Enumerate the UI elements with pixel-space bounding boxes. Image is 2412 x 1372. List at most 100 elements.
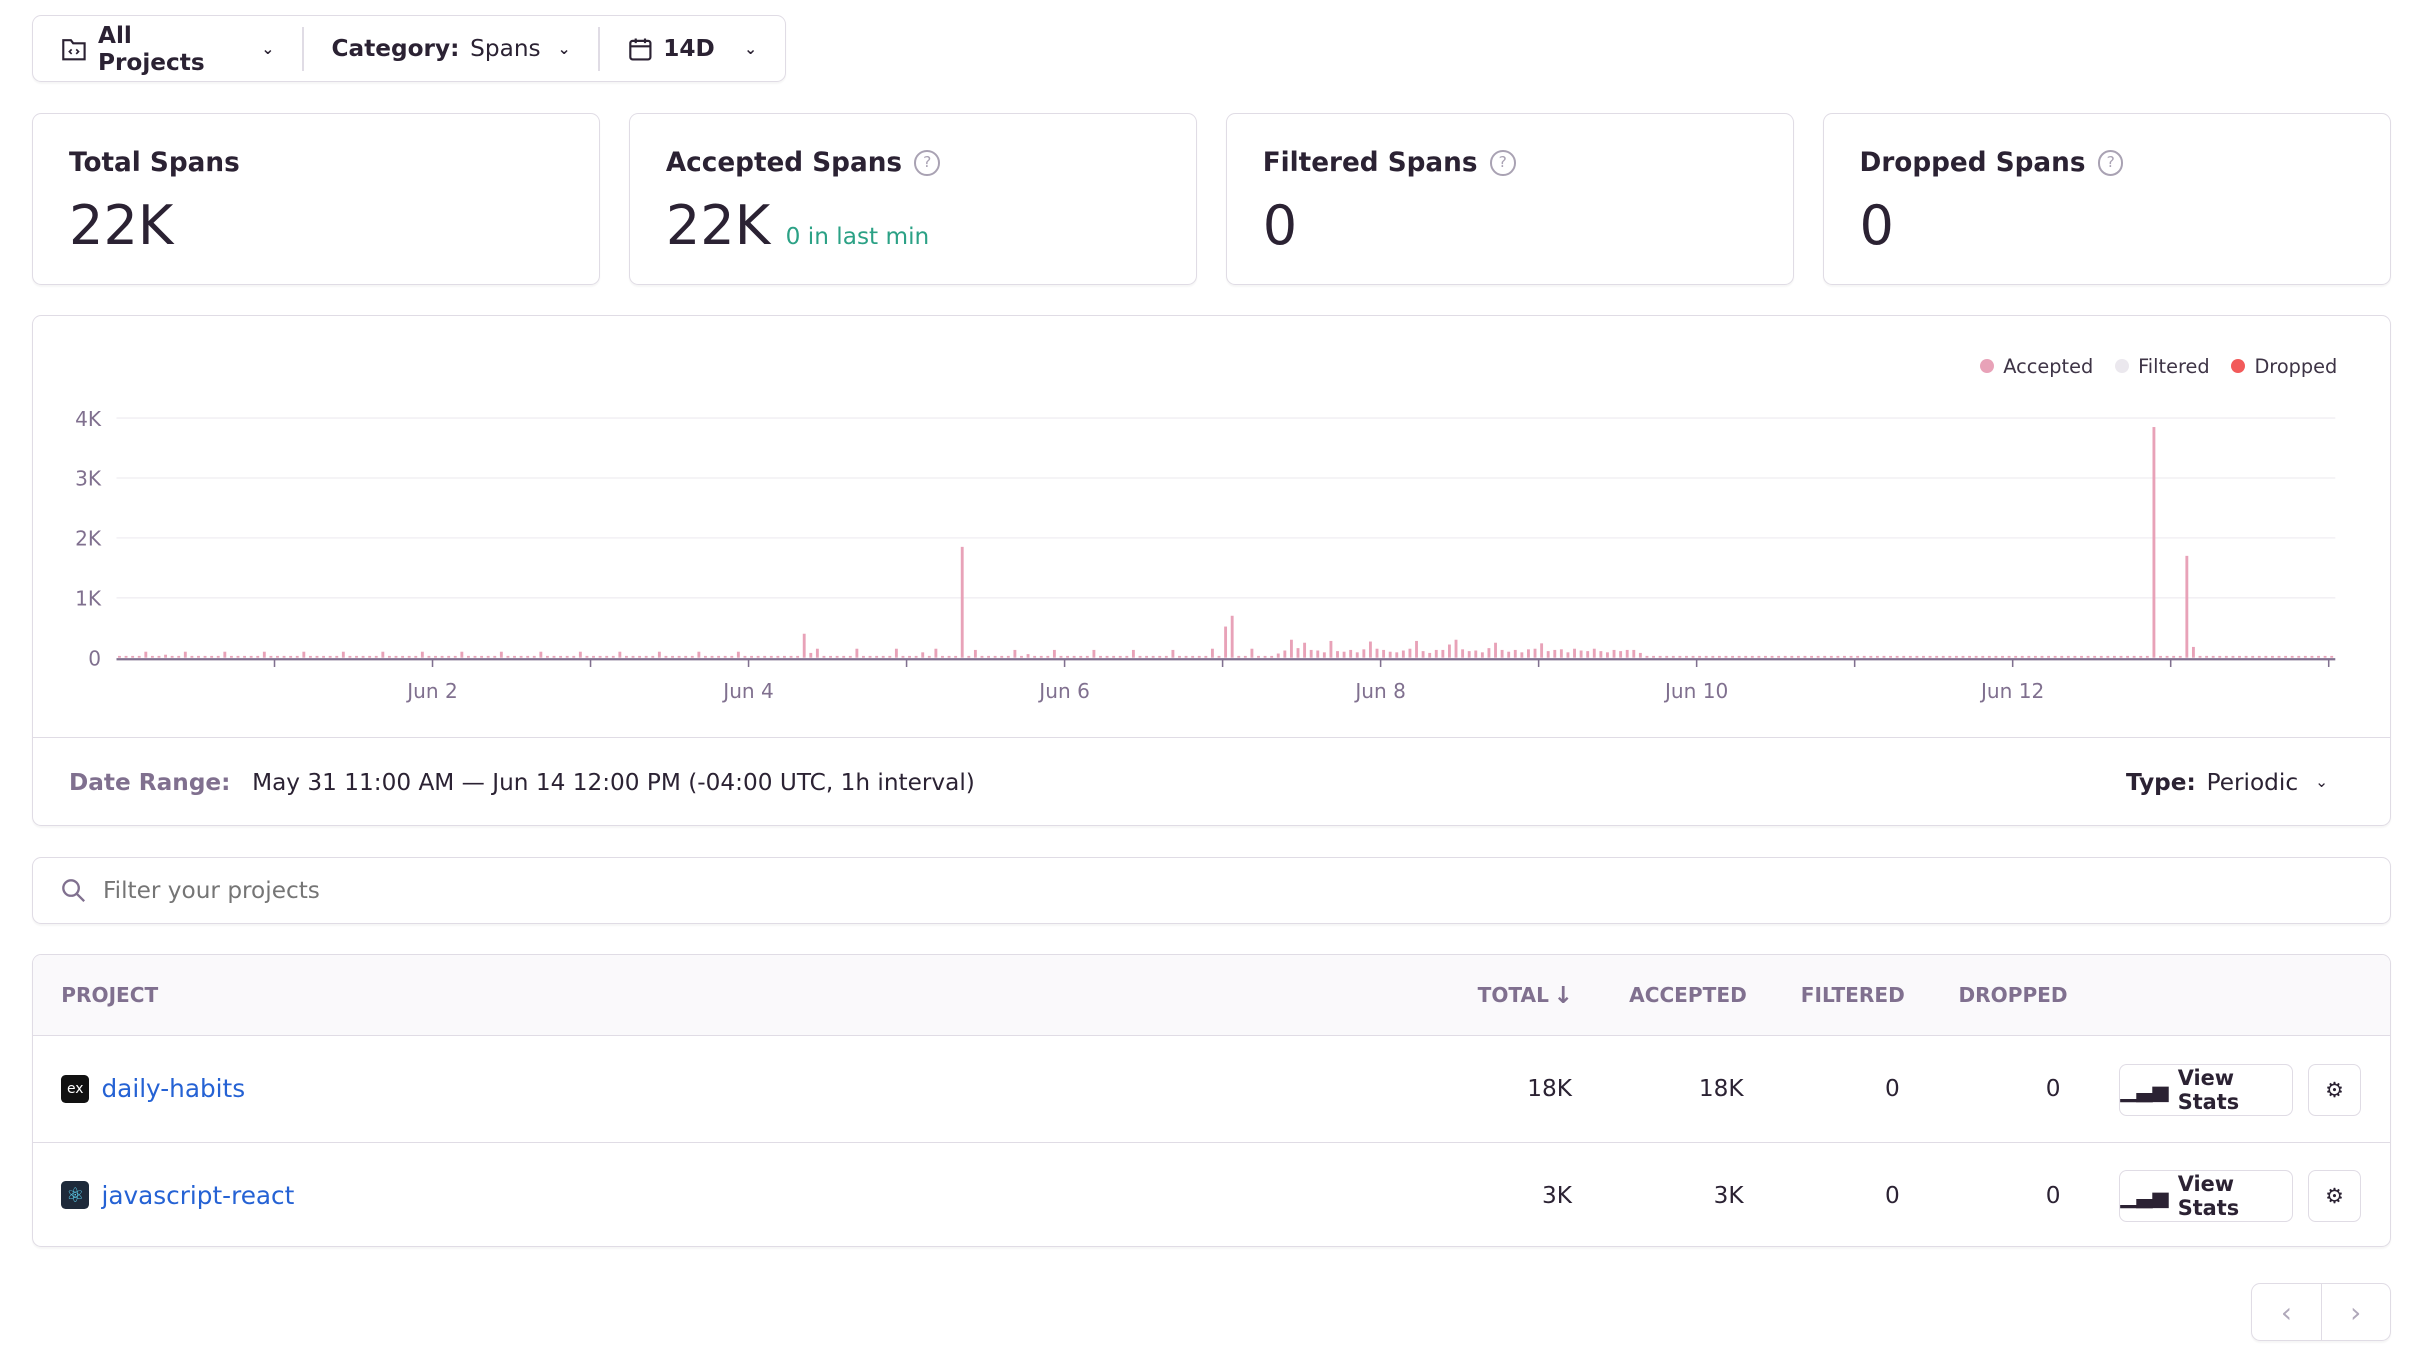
bar: [190, 656, 194, 659]
y-tick-label: 3K: [76, 467, 103, 491]
stat-title: Filtered Spans: [1262, 147, 1478, 178]
bar: [954, 656, 958, 659]
bar: [599, 656, 603, 659]
type-selector[interactable]: Type: Periodic ⌄: [2126, 769, 2328, 796]
bar: [842, 656, 846, 659]
category-selector[interactable]: Category: Spans ⌄: [304, 16, 599, 81]
bar: [2166, 656, 2169, 659]
y-tick-label: 2K: [76, 527, 103, 551]
express-icon: ex: [61, 1075, 90, 1103]
table-row: ⚛ javascript-react 3K 3K 0 0 ▁▃▅ View Sta…: [33, 1143, 2389, 1246]
bar: [1975, 656, 1979, 659]
help-icon[interactable]: ?: [1489, 150, 1516, 176]
view-stats-button[interactable]: ▁▃▅ View Stats: [2119, 1170, 2293, 1222]
bar: [2310, 656, 2314, 659]
stat-value: 0: [1859, 194, 1894, 258]
bar: [2073, 656, 2077, 659]
bar: [875, 656, 879, 659]
bar: [1613, 650, 1616, 659]
dot-icon: [2114, 359, 2129, 374]
y-tick-label: 1K: [76, 587, 103, 611]
project-selector[interactable]: All Projects ⌄: [33, 16, 302, 81]
legend-filtered[interactable]: Filtered: [2114, 355, 2210, 379]
bar: [1678, 656, 1682, 659]
bar: [2245, 656, 2249, 659]
col-accepted: ACCEPTED: [1629, 983, 1747, 1008]
project-link[interactable]: javascript-react: [101, 1180, 295, 1210]
bar: [1501, 650, 1505, 659]
bar: [1139, 656, 1142, 659]
bar: [2172, 656, 2176, 659]
bar: [1540, 643, 1544, 659]
bar: [638, 656, 642, 659]
bar: [1534, 649, 1537, 659]
bar: [2041, 656, 2044, 659]
bar: [724, 656, 728, 659]
bar: [2047, 656, 2051, 659]
bar: [1079, 656, 1083, 659]
bar: [2284, 656, 2288, 659]
bar: [632, 656, 635, 659]
bar: [1830, 656, 1834, 659]
help-icon[interactable]: ?: [2097, 150, 2124, 176]
bar: [1185, 656, 1188, 659]
bar: [2014, 656, 2018, 659]
chart-footer: Date Range: May 31 11:00 AM — Jun 14 12:…: [33, 736, 2390, 826]
settings-button[interactable]: ⚙: [2307, 1170, 2361, 1222]
folder-code-icon: [62, 38, 86, 60]
stat-filtered-spans: Filtered Spans? 0: [1226, 112, 1795, 285]
filtered-value: 0: [1884, 1181, 1900, 1209]
settings-button[interactable]: ⚙: [2307, 1064, 2361, 1116]
bar: [1257, 656, 1261, 659]
x-tick-label: Jun 4: [722, 679, 775, 703]
bar: [296, 656, 300, 659]
legend-dropped[interactable]: Dropped: [2231, 355, 2337, 378]
view-stats-button[interactable]: ▁▃▅ View Stats: [2119, 1064, 2293, 1116]
bar: [2152, 427, 2156, 659]
bar: [1751, 656, 1755, 659]
bar: [1244, 656, 1248, 659]
col-dropped: DROPPED: [1958, 983, 2068, 1008]
y-tick-label: 0: [89, 647, 102, 671]
bar: [1948, 656, 1952, 659]
bar: [474, 656, 477, 659]
legend-label: Filtered: [2138, 355, 2210, 379]
search-input[interactable]: [99, 875, 2390, 906]
bar: [770, 656, 774, 659]
bar: [855, 649, 859, 659]
bar: [144, 652, 148, 659]
bar: [1007, 656, 1011, 659]
project-link[interactable]: daily-habits: [101, 1074, 246, 1104]
bar: [1566, 652, 1570, 659]
bar: [1731, 656, 1735, 659]
bar: [197, 656, 201, 659]
legend-label: Dropped: [2254, 355, 2338, 379]
bar: [289, 656, 293, 659]
bar: [1171, 650, 1175, 659]
period-selector[interactable]: 14D ⌄: [600, 16, 785, 81]
bar: [539, 652, 543, 659]
bar: [2027, 656, 2031, 659]
help-icon[interactable]: ?: [914, 150, 941, 176]
bar: [1659, 656, 1663, 659]
bar: [559, 656, 563, 659]
legend-label: Accepted: [2003, 355, 2094, 379]
bar: [151, 656, 155, 659]
bar: [2324, 656, 2328, 659]
prev-page-button[interactable]: ‹: [2252, 1284, 2322, 1340]
bar: [237, 656, 240, 659]
bar: [309, 656, 313, 659]
bar: [1599, 651, 1603, 659]
bar: [1724, 656, 1728, 659]
bar: [401, 656, 405, 659]
chevron-down-icon: ⌄: [261, 39, 275, 58]
col-total[interactable]: TOTAL ↓: [1478, 955, 1573, 1035]
bar: [125, 656, 128, 659]
bar: [1777, 656, 1781, 659]
bar: [1395, 652, 1399, 659]
legend-accepted[interactable]: Accepted: [1980, 355, 2093, 378]
next-page-button[interactable]: ›: [2322, 1284, 2390, 1340]
filter-bar: All Projects ⌄ Category: Spans ⌄ 14D ⌄: [32, 15, 786, 83]
category-value: Spans: [470, 35, 541, 63]
bar: [1422, 651, 1426, 659]
